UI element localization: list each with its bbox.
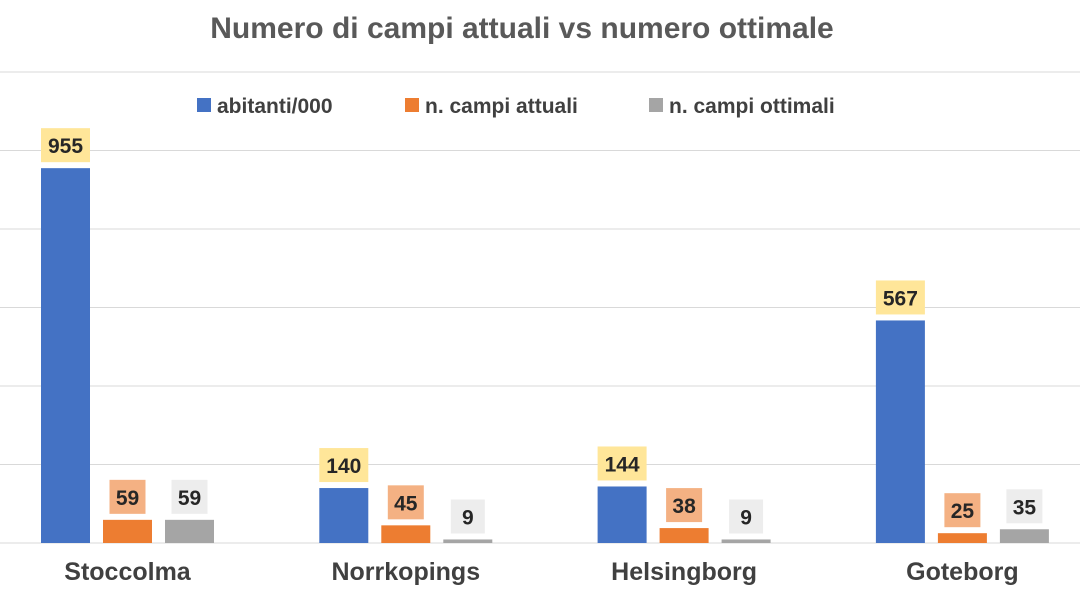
gridlines [0, 71, 1080, 544]
data-label-background [41, 128, 90, 163]
legend: abitanti/000 n. campi attuali n. campi ott… [197, 95, 835, 118]
category-label-helsingborg: Helsingborg [611, 558, 757, 586]
legend-swatch [197, 98, 211, 112]
data-label: 59 [116, 487, 139, 510]
data-label-background [597, 446, 647, 481]
category-labels: Stoccolma Norrkopings Helsingborg Goteborg [64, 558, 1018, 586]
data-label: 9 [740, 506, 752, 529]
legend-label: n. campi ottimali [669, 95, 835, 118]
legend-label: n. campi attuali [425, 95, 578, 118]
chart-title: Numero di campi attuali vs numero ottima… [210, 12, 833, 45]
bar-stoccolma-3 [165, 519, 214, 543]
bar-norrkopings-3 [443, 539, 493, 543]
legend-swatch [649, 98, 663, 112]
data-label: 144 [605, 453, 640, 476]
bar-helsingborg-3 [721, 539, 771, 543]
data-label: 955 [48, 135, 83, 158]
bar-stoccolma-1 [41, 168, 90, 543]
category-label-norrkopings: Norrkopings [331, 558, 480, 586]
data-label: 38 [672, 495, 696, 518]
data-label-background [171, 479, 208, 514]
data-label: 567 [883, 287, 918, 310]
data-label-background [109, 479, 146, 514]
bar-norrkopings-1 [319, 488, 369, 543]
data-label-background [450, 499, 485, 534]
bar-helsingborg-1 [597, 486, 647, 543]
data-label-background [1006, 489, 1043, 524]
legend-label: abitanti/000 [217, 95, 333, 118]
bar-norrkopings-2 [381, 525, 431, 543]
data-label-background [666, 488, 703, 523]
legend-swatch [405, 98, 419, 112]
data-labels: 955 59 59 140 45 9 144 38 9 567 25 35 [41, 128, 1043, 534]
bar-goteborg-2 [937, 533, 987, 543]
bars [41, 168, 1049, 543]
data-label: 45 [394, 492, 418, 515]
data-label-background [944, 493, 981, 528]
data-label: 25 [951, 500, 975, 523]
data-label: 59 [178, 487, 201, 510]
data-label: 9 [462, 506, 474, 529]
bar-helsingborg-2 [659, 528, 709, 543]
category-label-stoccolma: Stoccolma [64, 558, 192, 586]
data-label-background [875, 280, 925, 315]
bar-stoccolma-2 [103, 519, 152, 543]
data-label-background [319, 448, 369, 483]
data-label-background [729, 499, 764, 534]
bar-goteborg-3 [999, 529, 1049, 543]
data-label: 35 [1013, 496, 1037, 519]
data-label-background [387, 485, 424, 520]
data-label: 140 [326, 455, 361, 478]
bar-goteborg-1 [875, 320, 925, 543]
category-label-goteborg: Goteborg [906, 558, 1019, 586]
